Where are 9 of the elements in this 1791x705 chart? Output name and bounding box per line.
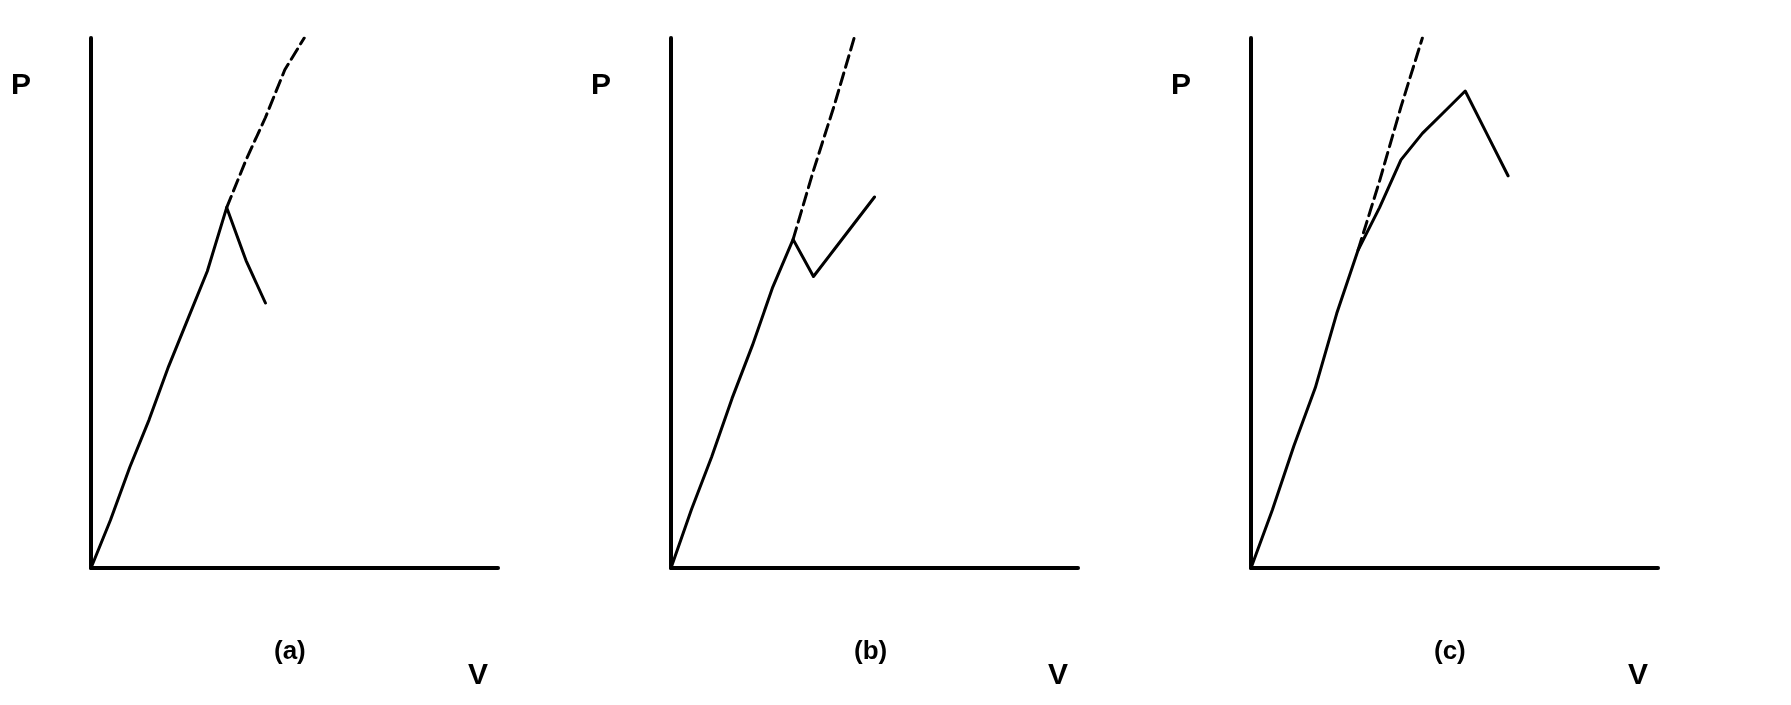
x-axis-title: V — [468, 656, 489, 690]
y-axis-title: P — [10, 66, 32, 100]
text: (a) — [274, 635, 306, 665]
x-axis-title: V — [1048, 656, 1069, 690]
y-axis-title: P — [590, 66, 612, 100]
y-axis-title: P — [1170, 66, 1192, 100]
text: (c) — [1434, 635, 1466, 665]
x-axis-title: V — [1628, 656, 1649, 690]
text: (b) — [854, 635, 888, 665]
